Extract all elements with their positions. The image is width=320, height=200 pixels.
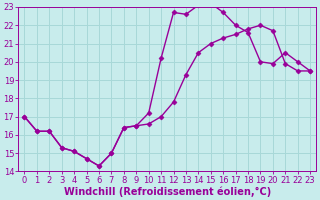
X-axis label: Windchill (Refroidissement éolien,°C): Windchill (Refroidissement éolien,°C) xyxy=(64,186,271,197)
